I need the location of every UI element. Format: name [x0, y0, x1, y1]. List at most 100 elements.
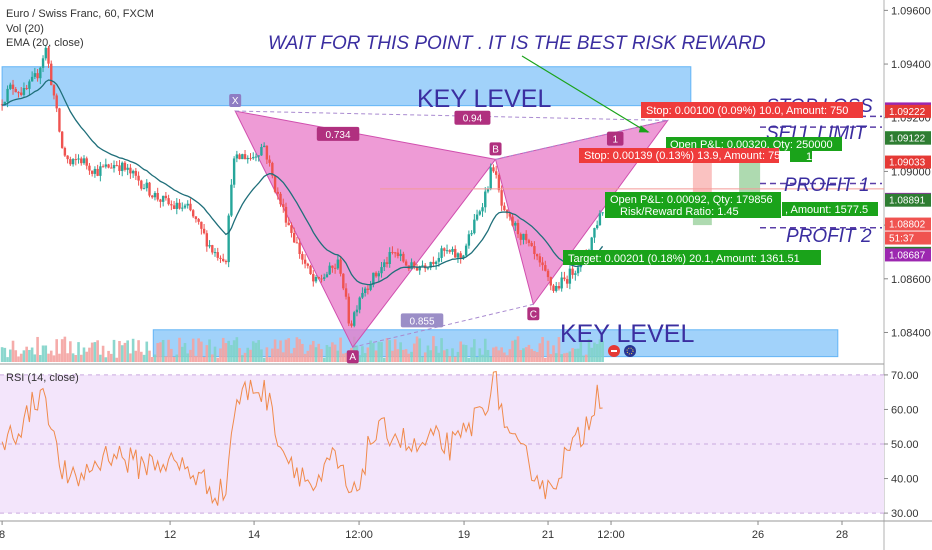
volume-bar	[497, 350, 501, 362]
candle-body	[432, 261, 435, 265]
volume-bar	[19, 353, 23, 362]
volume-bar	[576, 348, 580, 362]
volume-bar	[407, 353, 411, 362]
volume-bar	[328, 346, 331, 362]
volume-bar	[159, 342, 162, 362]
volume-bar	[519, 350, 523, 362]
volume-bar	[120, 345, 124, 362]
candle-body	[295, 242, 299, 244]
key-level-top-label: KEY LEVEL	[417, 85, 551, 113]
candle-body	[426, 267, 430, 269]
volume-bar	[281, 352, 285, 362]
candle-body	[574, 273, 577, 275]
candle-body	[118, 165, 121, 172]
volume-bar	[186, 353, 190, 362]
volume-bar	[69, 341, 72, 362]
volume-bar	[178, 337, 181, 362]
volume-bar	[8, 349, 12, 362]
annotation-note: WAIT FOR THIS POINT . IT IS THE BEST RIS…	[268, 33, 766, 54]
volume-bar	[254, 342, 258, 362]
volume-bar	[276, 348, 280, 362]
x-tick-label: 8	[0, 529, 5, 541]
candle-body	[555, 285, 558, 291]
candle-body	[522, 233, 525, 240]
volume-bar	[273, 339, 277, 362]
volume-bar	[554, 353, 558, 362]
price-tag-label: 51:37	[889, 234, 914, 245]
volume-bar	[563, 353, 566, 362]
candle-body	[336, 259, 340, 269]
candle-body	[235, 154, 239, 159]
candle-body	[593, 228, 596, 238]
candle-body	[331, 265, 334, 268]
candle-body	[205, 233, 209, 247]
volume-bar	[235, 337, 239, 362]
volume-bar	[287, 338, 291, 362]
candle-body	[516, 222, 520, 235]
candle-body	[50, 63, 53, 86]
rsi-tick-label: 60.00	[891, 404, 919, 416]
pattern-ratio-tag	[454, 110, 491, 125]
volume-bar	[336, 350, 340, 362]
volume-bar	[412, 343, 416, 362]
volume-bar	[246, 347, 250, 362]
volume-bar	[418, 338, 422, 362]
candle-body	[151, 195, 154, 198]
volume-bar	[443, 350, 446, 362]
pattern-xd-line	[235, 110, 668, 121]
volume-bar	[339, 337, 342, 362]
candle-body	[418, 266, 421, 271]
candle-body	[500, 190, 503, 206]
candle-body	[279, 193, 282, 205]
annotation-arrow	[521, 55, 649, 133]
volume-bar	[590, 347, 594, 362]
eur-flag-icon	[624, 345, 636, 357]
trade2-target-label: Target: 0.00201 (0.18%) 20.1, Amount: 13…	[568, 253, 800, 265]
ema-legend: EMA (20, close)	[6, 37, 84, 49]
candle-body	[467, 234, 471, 246]
candle-body	[271, 162, 274, 176]
volume-bar	[243, 352, 247, 362]
volume-bar	[483, 338, 487, 362]
candle-body	[590, 237, 593, 251]
volume-bar	[115, 357, 119, 362]
volume-bar	[473, 339, 476, 362]
candle-body	[503, 205, 506, 211]
price-tag-label: 1.09033	[889, 158, 926, 169]
candle-body	[429, 261, 432, 268]
volume-bar	[126, 340, 129, 362]
volume-bar	[148, 350, 151, 362]
trade1-stop-label: Stop: 0.00100 (0.09%) 10.0, Amount: 750	[646, 105, 848, 117]
candle-body	[519, 234, 522, 240]
volume-bar	[393, 339, 397, 362]
volume-bar	[156, 343, 159, 362]
rsi-tick-label: 70.00	[891, 370, 919, 382]
ema-line-layer	[2, 79, 604, 286]
candle-body	[172, 205, 176, 209]
volume-bar	[161, 340, 165, 362]
volume-bar	[462, 344, 465, 362]
volume-bar	[170, 348, 173, 362]
price-tag	[885, 248, 931, 262]
volume-bar	[271, 348, 274, 362]
volume-bar	[183, 342, 187, 362]
candle-body	[358, 297, 361, 310]
candle-body	[484, 191, 487, 208]
volume-bar	[361, 346, 364, 362]
candle-body	[306, 263, 310, 266]
volume-bar	[380, 342, 383, 362]
candle-body	[175, 202, 178, 209]
pattern-bcd-triangle	[494, 119, 669, 306]
volume-bar	[467, 357, 471, 362]
volume-bar	[213, 346, 217, 362]
price-tag	[885, 231, 931, 245]
rsi-legend: RSI (14, close)	[6, 372, 79, 384]
candle-body	[219, 257, 222, 259]
volume-bar	[552, 345, 555, 362]
candle-body	[20, 92, 23, 95]
candle-body	[443, 248, 446, 251]
volume-bar	[538, 343, 542, 362]
volume-bar	[314, 347, 318, 362]
candle-body	[312, 274, 315, 282]
